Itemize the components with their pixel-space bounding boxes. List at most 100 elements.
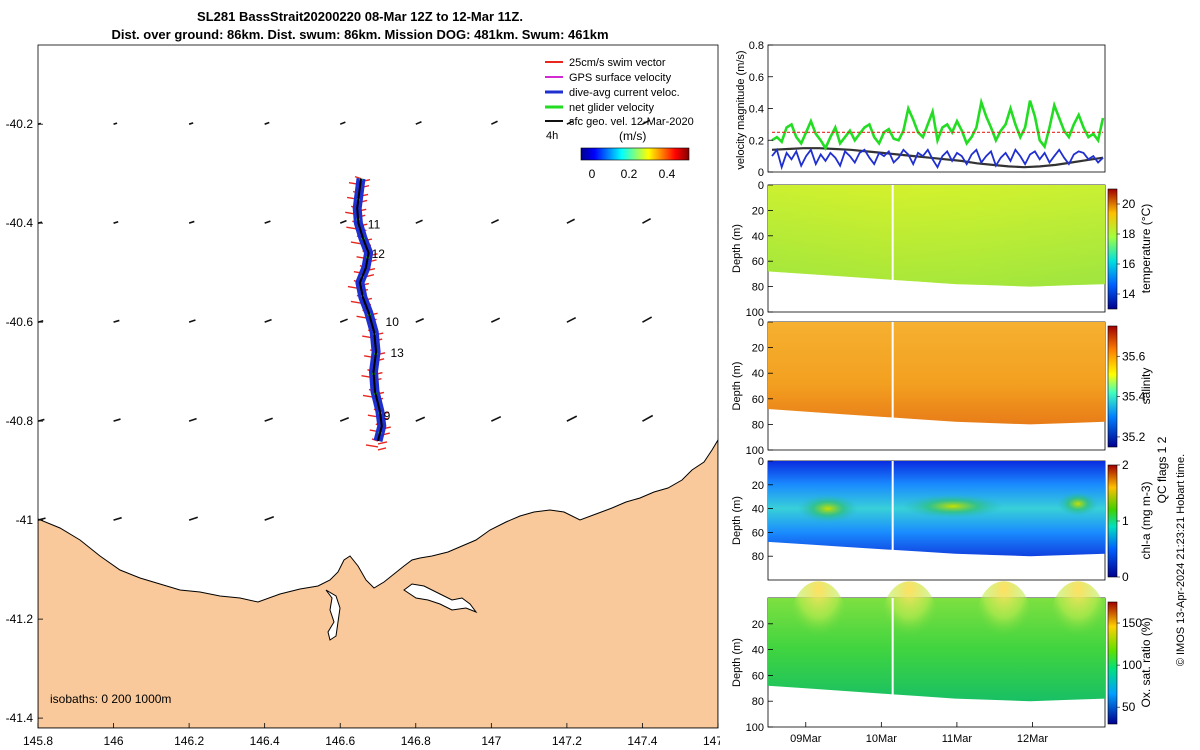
legend-current-label: dive-avg current veloc. <box>569 87 680 99</box>
map-x-tick-label: 146.2 <box>174 734 204 748</box>
colorbar-tick-label: 16 <box>1122 257 1136 271</box>
swim-vector <box>365 444 379 448</box>
section-colorbar <box>1107 464 1118 578</box>
geo-vector <box>642 119 650 125</box>
geo-vector <box>415 416 426 422</box>
depth-tick-label: 100 <box>746 445 764 457</box>
time-tick-label: 10Mar <box>866 733 898 745</box>
time-tick-label: 09Mar <box>790 733 822 745</box>
map-x-tick-label: 147 <box>481 734 501 748</box>
geo-vector <box>415 219 423 224</box>
depth-tick-label: 80 <box>752 419 764 431</box>
colorbar-label: Ox. sat. ratio (%) <box>1139 617 1153 707</box>
isobaths-note: isobaths: 0 200 1000m <box>50 692 171 706</box>
geo-vector <box>490 415 502 422</box>
map-y-tick-label: -40.8 <box>6 414 34 428</box>
colorbar-tick-label: 20 <box>1122 197 1136 211</box>
depth-tick-label: 0 <box>758 456 764 468</box>
map-x-tick-label: 147.2 <box>552 734 582 748</box>
map-x-tick-label: 146 <box>104 734 124 748</box>
velocity-axes <box>767 44 1106 173</box>
map-x-tick-label: 147.6 <box>703 734 720 748</box>
geo-vector <box>113 122 118 125</box>
section-axes <box>767 184 1106 313</box>
geo-vector <box>264 318 272 323</box>
velocity-y-tick-label: 0.4 <box>749 104 764 116</box>
depth-tick-label: 60 <box>752 256 764 268</box>
depth-tick-label: 80 <box>752 282 764 294</box>
velocity-ylabel: velocity magnitude (m/s) <box>735 50 747 169</box>
section-colorbar <box>1107 188 1118 310</box>
velocity-y-tick-label: 0 <box>758 167 764 179</box>
geo-vector <box>264 121 270 125</box>
depth-tick-label: 60 <box>752 670 764 682</box>
time-tick-label: 11Mar <box>942 733 973 745</box>
depth-tick-label: 20 <box>752 343 764 355</box>
section-data-shade <box>768 185 1105 287</box>
section-axes <box>767 597 1106 728</box>
colorbar-tick-label: 35.6 <box>1122 349 1146 363</box>
section-data-fill <box>768 598 1105 702</box>
swim-vector <box>377 447 387 451</box>
geo-vector <box>339 219 347 224</box>
geo-vector <box>264 220 271 224</box>
geo-vector <box>264 516 275 521</box>
section-colorbar <box>1107 601 1118 725</box>
geo-vector <box>339 318 348 323</box>
legend-net: net glider velocity <box>545 102 654 114</box>
depth-axis-label: Depth (m) <box>731 496 743 545</box>
depth-tick-label: 0 <box>758 317 764 329</box>
imos-credit: © IMOS 13-Apr-2024 21:23:21 Hobart time. <box>1175 454 1187 666</box>
section-colorbar <box>1107 325 1118 448</box>
geo-vector <box>490 120 498 125</box>
depth-tick-label: 20 <box>752 205 764 217</box>
title-line-1: SL281 BassStrait20200220 08-Mar 12Z to 1… <box>197 9 523 24</box>
colorbar-tick-label: 1 <box>1122 514 1129 528</box>
colorbar-label: (m/s) <box>619 129 646 143</box>
velocity-y-tick-label: 0.8 <box>749 40 764 52</box>
colorbar-tick-label: 35.4 <box>1122 390 1146 404</box>
oxygen-maximum <box>790 581 847 662</box>
velocity-series <box>771 97 1105 171</box>
net-velocity-line <box>771 97 1105 152</box>
geo-vector <box>113 221 119 224</box>
depth-tick-label: 40 <box>752 231 764 243</box>
map-x-tick-label: 146.6 <box>325 734 355 748</box>
legend-time-label: 4h <box>546 130 558 142</box>
estuary <box>403 583 478 614</box>
section-data-fill <box>768 322 1105 425</box>
geo-vector <box>113 516 122 521</box>
geo-vector <box>188 122 194 125</box>
depth-tick-label: 40 <box>752 504 764 516</box>
colorbar-tick: 0.4 <box>659 167 676 181</box>
depth-tick-label: 80 <box>752 551 764 563</box>
map-y-tick-label: -41.2 <box>6 612 34 626</box>
tasmania-coastline <box>38 439 718 728</box>
depth-tick-label: 20 <box>752 619 764 631</box>
geo-velocity-line <box>771 147 1104 169</box>
colorbar-tick: 0 <box>589 167 596 181</box>
depth-tick-label: 100 <box>746 307 764 319</box>
map-x-tick-label: 147.4 <box>627 734 657 748</box>
map-y-tick-label: -40.6 <box>6 315 34 329</box>
legend-gps: GPS surface velocity <box>545 72 672 84</box>
geo-vector <box>339 416 350 422</box>
track-line <box>356 178 383 442</box>
figure-title: SL281 BassStrait20200220 08-Mar 12Z to 1… <box>0 8 720 44</box>
geo-vector <box>566 218 575 224</box>
chl-maximum <box>798 494 858 523</box>
geo-vector <box>188 516 198 521</box>
colorbar-tick-label: 35.2 <box>1122 430 1146 444</box>
geo-vector <box>188 417 197 422</box>
depth-tick-label: 20 <box>752 480 764 492</box>
oxygen-maximum <box>1050 581 1107 662</box>
map-y-tick-label: -41.4 <box>6 711 34 725</box>
day-label: 11 <box>368 218 381 232</box>
geo-vector <box>566 120 574 125</box>
section-axes <box>767 460 1106 581</box>
geo-vector <box>113 418 121 422</box>
map-y-tick-label: -41 <box>16 513 34 527</box>
